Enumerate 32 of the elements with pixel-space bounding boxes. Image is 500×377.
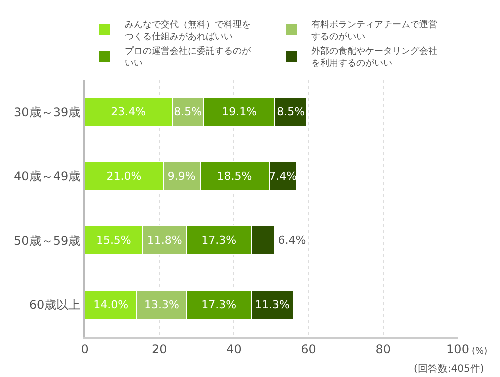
text: 17.3% <box>202 234 237 248</box>
text: 8.5% <box>174 106 202 119</box>
x-tick-label: 0 <box>81 342 89 356</box>
legend-label: 外部の食配やケータリング会社を利用するのがいい <box>312 46 438 69</box>
text: 9.9% <box>168 170 196 183</box>
text: 11.3% <box>254 298 290 312</box>
text: 7.4% <box>269 170 298 183</box>
y-tick-label: 50歳～59歳 <box>14 234 81 248</box>
text: 21.0% <box>106 170 142 183</box>
text: 14.0% <box>94 298 129 312</box>
text: 6.4% <box>278 234 306 248</box>
y-tick-label: 30歳～39歳 <box>14 105 81 120</box>
text: (回答数:405件) <box>414 363 484 375</box>
text: 8.5% <box>277 106 306 119</box>
text: 11.8% <box>147 234 182 248</box>
legend-label: 有料ボランティアチームで運営するのがいい <box>312 20 438 42</box>
text: 17.3% <box>202 298 237 312</box>
text: 13.3% <box>144 298 180 312</box>
x-axis-title: (%) <box>472 347 488 357</box>
text: 15.5% <box>96 234 132 248</box>
x-tick-label: 40 <box>226 342 242 356</box>
y-tick-label: 60歳以上 <box>29 298 81 312</box>
x-tick-label: 100 <box>446 342 470 356</box>
x-tick-label: 60 <box>301 342 316 356</box>
text: 23.4% <box>111 106 146 119</box>
x-tick-label: 80 <box>376 342 392 356</box>
legend-label: みんなで交代（無料）で料理をつくる仕組みがあればいい <box>125 20 251 42</box>
x-tick-label: 20 <box>152 342 168 356</box>
y-tick-label: 40歳～49歳 <box>14 170 81 184</box>
text: 18.5% <box>217 170 252 183</box>
legend-label: プロの運営会社に委託するのがいい <box>125 46 252 69</box>
text: 19.1% <box>222 106 258 119</box>
